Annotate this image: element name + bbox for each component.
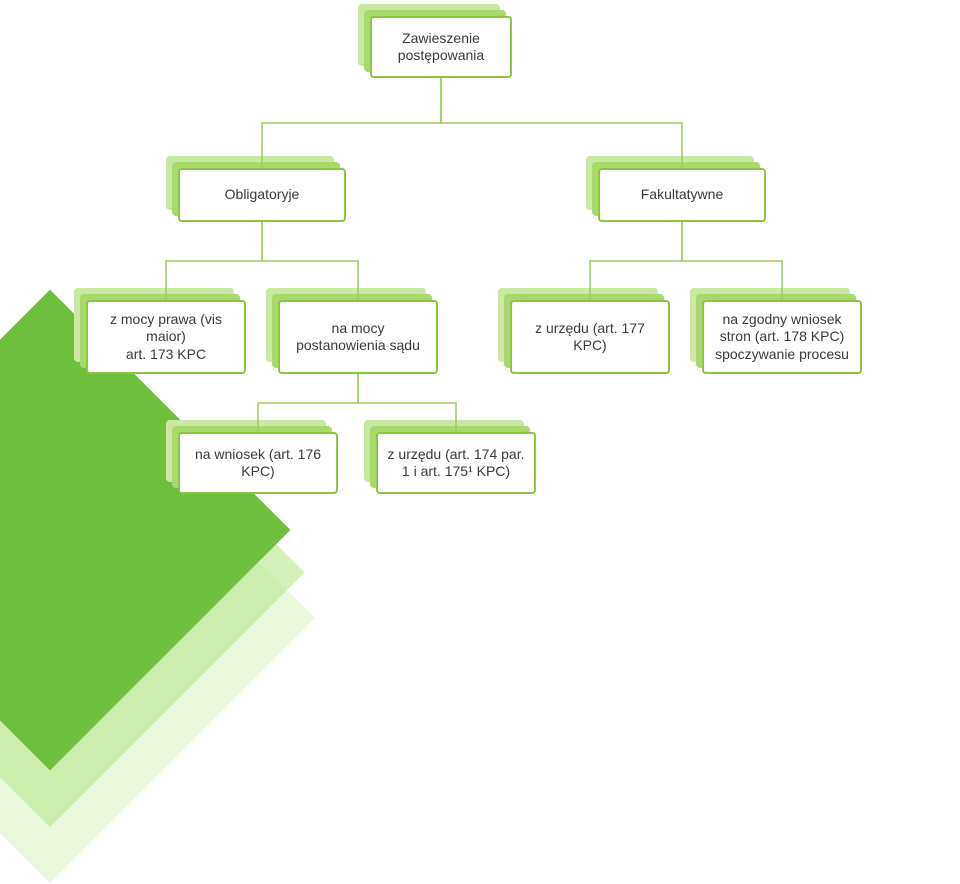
edge-n1b-n1b2 — [358, 374, 456, 432]
edge-n1-n1a — [166, 222, 262, 300]
edge-root-n2 — [441, 78, 682, 168]
org-chart: Zawieszenie postępowaniaObligatoryjeFaku… — [0, 0, 960, 540]
edge-n1-n1b — [262, 222, 358, 300]
edge-n2-n2a — [590, 222, 682, 300]
edge-root-n1 — [262, 78, 441, 168]
edge-n1b-n1b1 — [258, 374, 358, 432]
connectors — [0, 0, 960, 540]
edge-n2-n2b — [682, 222, 782, 300]
